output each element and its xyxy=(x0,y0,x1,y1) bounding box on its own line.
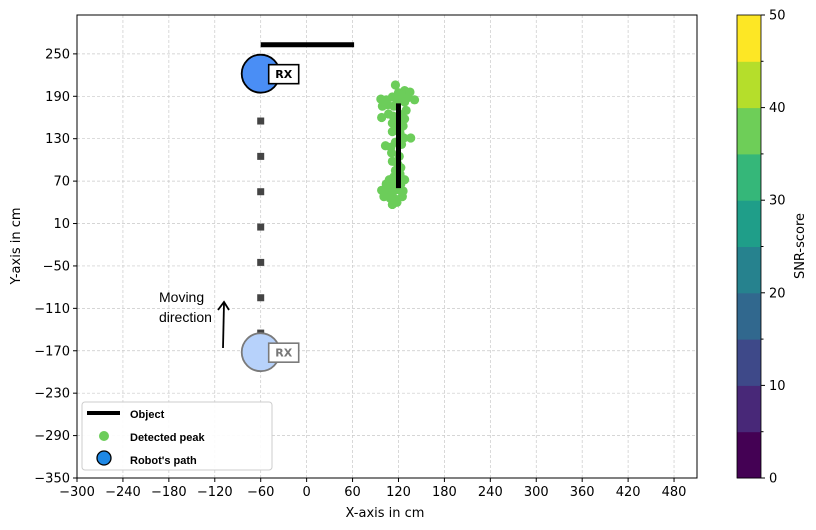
detected-peak-point xyxy=(392,95,402,105)
moving-direction-annotation: Moving direction xyxy=(159,289,230,349)
legend-robot-swatch xyxy=(96,450,112,466)
colorbar-tick-label: 40 xyxy=(769,101,786,116)
y-tick-label: 130 xyxy=(45,132,70,147)
robot-start-label-box xyxy=(267,342,300,363)
detected-peak-point xyxy=(401,105,411,116)
detected-peak-point xyxy=(387,127,397,137)
colorbar-segment xyxy=(737,61,761,109)
robot-end-label: RX xyxy=(275,68,292,81)
colorbar-segment xyxy=(737,292,761,340)
x-tick-label: 300 xyxy=(524,485,549,500)
detected-peak-point xyxy=(400,114,410,124)
legend-box xyxy=(81,401,273,471)
colorbar-tick-label: 20 xyxy=(769,286,786,301)
colorbar-tick-label: 50 xyxy=(769,9,786,24)
robot-start-label: RX xyxy=(275,347,292,360)
path-marker xyxy=(257,258,265,266)
y-tick-label: −110 xyxy=(34,302,70,317)
x-tick-label: −300 xyxy=(59,485,95,500)
plot-frame xyxy=(76,14,698,479)
robot-end-label-box xyxy=(267,63,300,85)
colorbar-segment xyxy=(737,153,761,201)
legend-robot-label: Robot's path xyxy=(130,455,197,467)
x-axis: −300 −240 −180 −120 −60 0 60 120 180 240 300 360 420… xyxy=(59,478,686,500)
legend-object-label: Object xyxy=(130,409,165,421)
detected-peak-point xyxy=(390,80,401,90)
y-tick-label: 250 xyxy=(45,47,70,62)
y-axis-title: Y-axis in cm xyxy=(9,207,24,285)
detected-peak-point xyxy=(406,133,416,143)
legend-peak-label: Detected peak xyxy=(130,432,205,444)
x-tick-label: 120 xyxy=(386,485,411,500)
colorbar-tick-label: 10 xyxy=(769,379,786,394)
path-marker xyxy=(257,117,265,125)
legend-peak-swatch xyxy=(99,431,109,441)
colorbar-title: SNR-score xyxy=(793,213,808,279)
x-axis-title: X-axis in cm xyxy=(346,506,425,521)
colorbar-tick-label: 30 xyxy=(769,194,786,209)
x-tick-label: 480 xyxy=(662,485,687,500)
plot-border xyxy=(76,14,698,479)
object-series xyxy=(260,42,401,189)
colorbar-segment xyxy=(737,385,761,433)
x-tick-label: −120 xyxy=(197,485,233,500)
direction-arrow-shaft xyxy=(222,302,225,349)
detected-peak-point xyxy=(400,97,410,107)
detected-peak-point xyxy=(392,197,402,207)
annotation-line-2: direction xyxy=(159,309,212,325)
y-tick-label: −290 xyxy=(34,429,70,444)
detected-peaks-series xyxy=(376,80,420,210)
legend: Object Detected peak Robot's path xyxy=(81,401,273,471)
y-tick-label: 10 xyxy=(53,217,70,232)
colorbar-segment xyxy=(737,107,761,155)
x-tick-label: 420 xyxy=(616,485,641,500)
x-tick-label: 180 xyxy=(432,485,457,500)
detected-peak-point xyxy=(377,112,387,123)
path-marker xyxy=(257,188,265,196)
y-axis: −350 −290 −230 −170 −110 −50 10 70 130 190 250 xyxy=(34,47,77,487)
grid-lines xyxy=(76,15,697,479)
x-tick-label: 60 xyxy=(344,485,361,500)
y-tick-label: 70 xyxy=(53,175,70,190)
direction-arrow-head xyxy=(217,300,230,311)
detected-peak-point xyxy=(388,111,398,121)
colorbar-segment xyxy=(737,339,761,386)
robot-path-series: RX RX xyxy=(240,53,300,373)
y-tick-label: −170 xyxy=(34,344,70,359)
colorbar: 0 10 20 30 40 50 xyxy=(736,9,786,487)
y-tick-label: −50 xyxy=(43,259,70,274)
x-tick-label: 0 xyxy=(302,485,310,500)
x-tick-label: −180 xyxy=(151,485,187,500)
y-tick-label: 190 xyxy=(45,90,70,105)
detected-peak-point xyxy=(386,148,397,158)
colorbar-tick-label: 0 xyxy=(769,472,777,487)
path-marker xyxy=(257,223,265,231)
colorbar-segment xyxy=(737,200,761,247)
annotation-line-1: Moving xyxy=(159,289,204,305)
x-tick-label: −240 xyxy=(105,485,141,500)
x-tick-label: 360 xyxy=(570,485,595,500)
path-marker xyxy=(257,152,265,160)
x-tick-label: −60 xyxy=(247,485,274,500)
colorbar-segment xyxy=(737,431,761,479)
y-tick-label: −230 xyxy=(34,387,70,402)
colorbar-segment xyxy=(737,15,761,62)
colorbar-segment xyxy=(737,246,761,294)
path-marker xyxy=(257,294,265,302)
y-tick-label: −350 xyxy=(34,472,70,487)
x-tick-label: 240 xyxy=(478,485,503,500)
